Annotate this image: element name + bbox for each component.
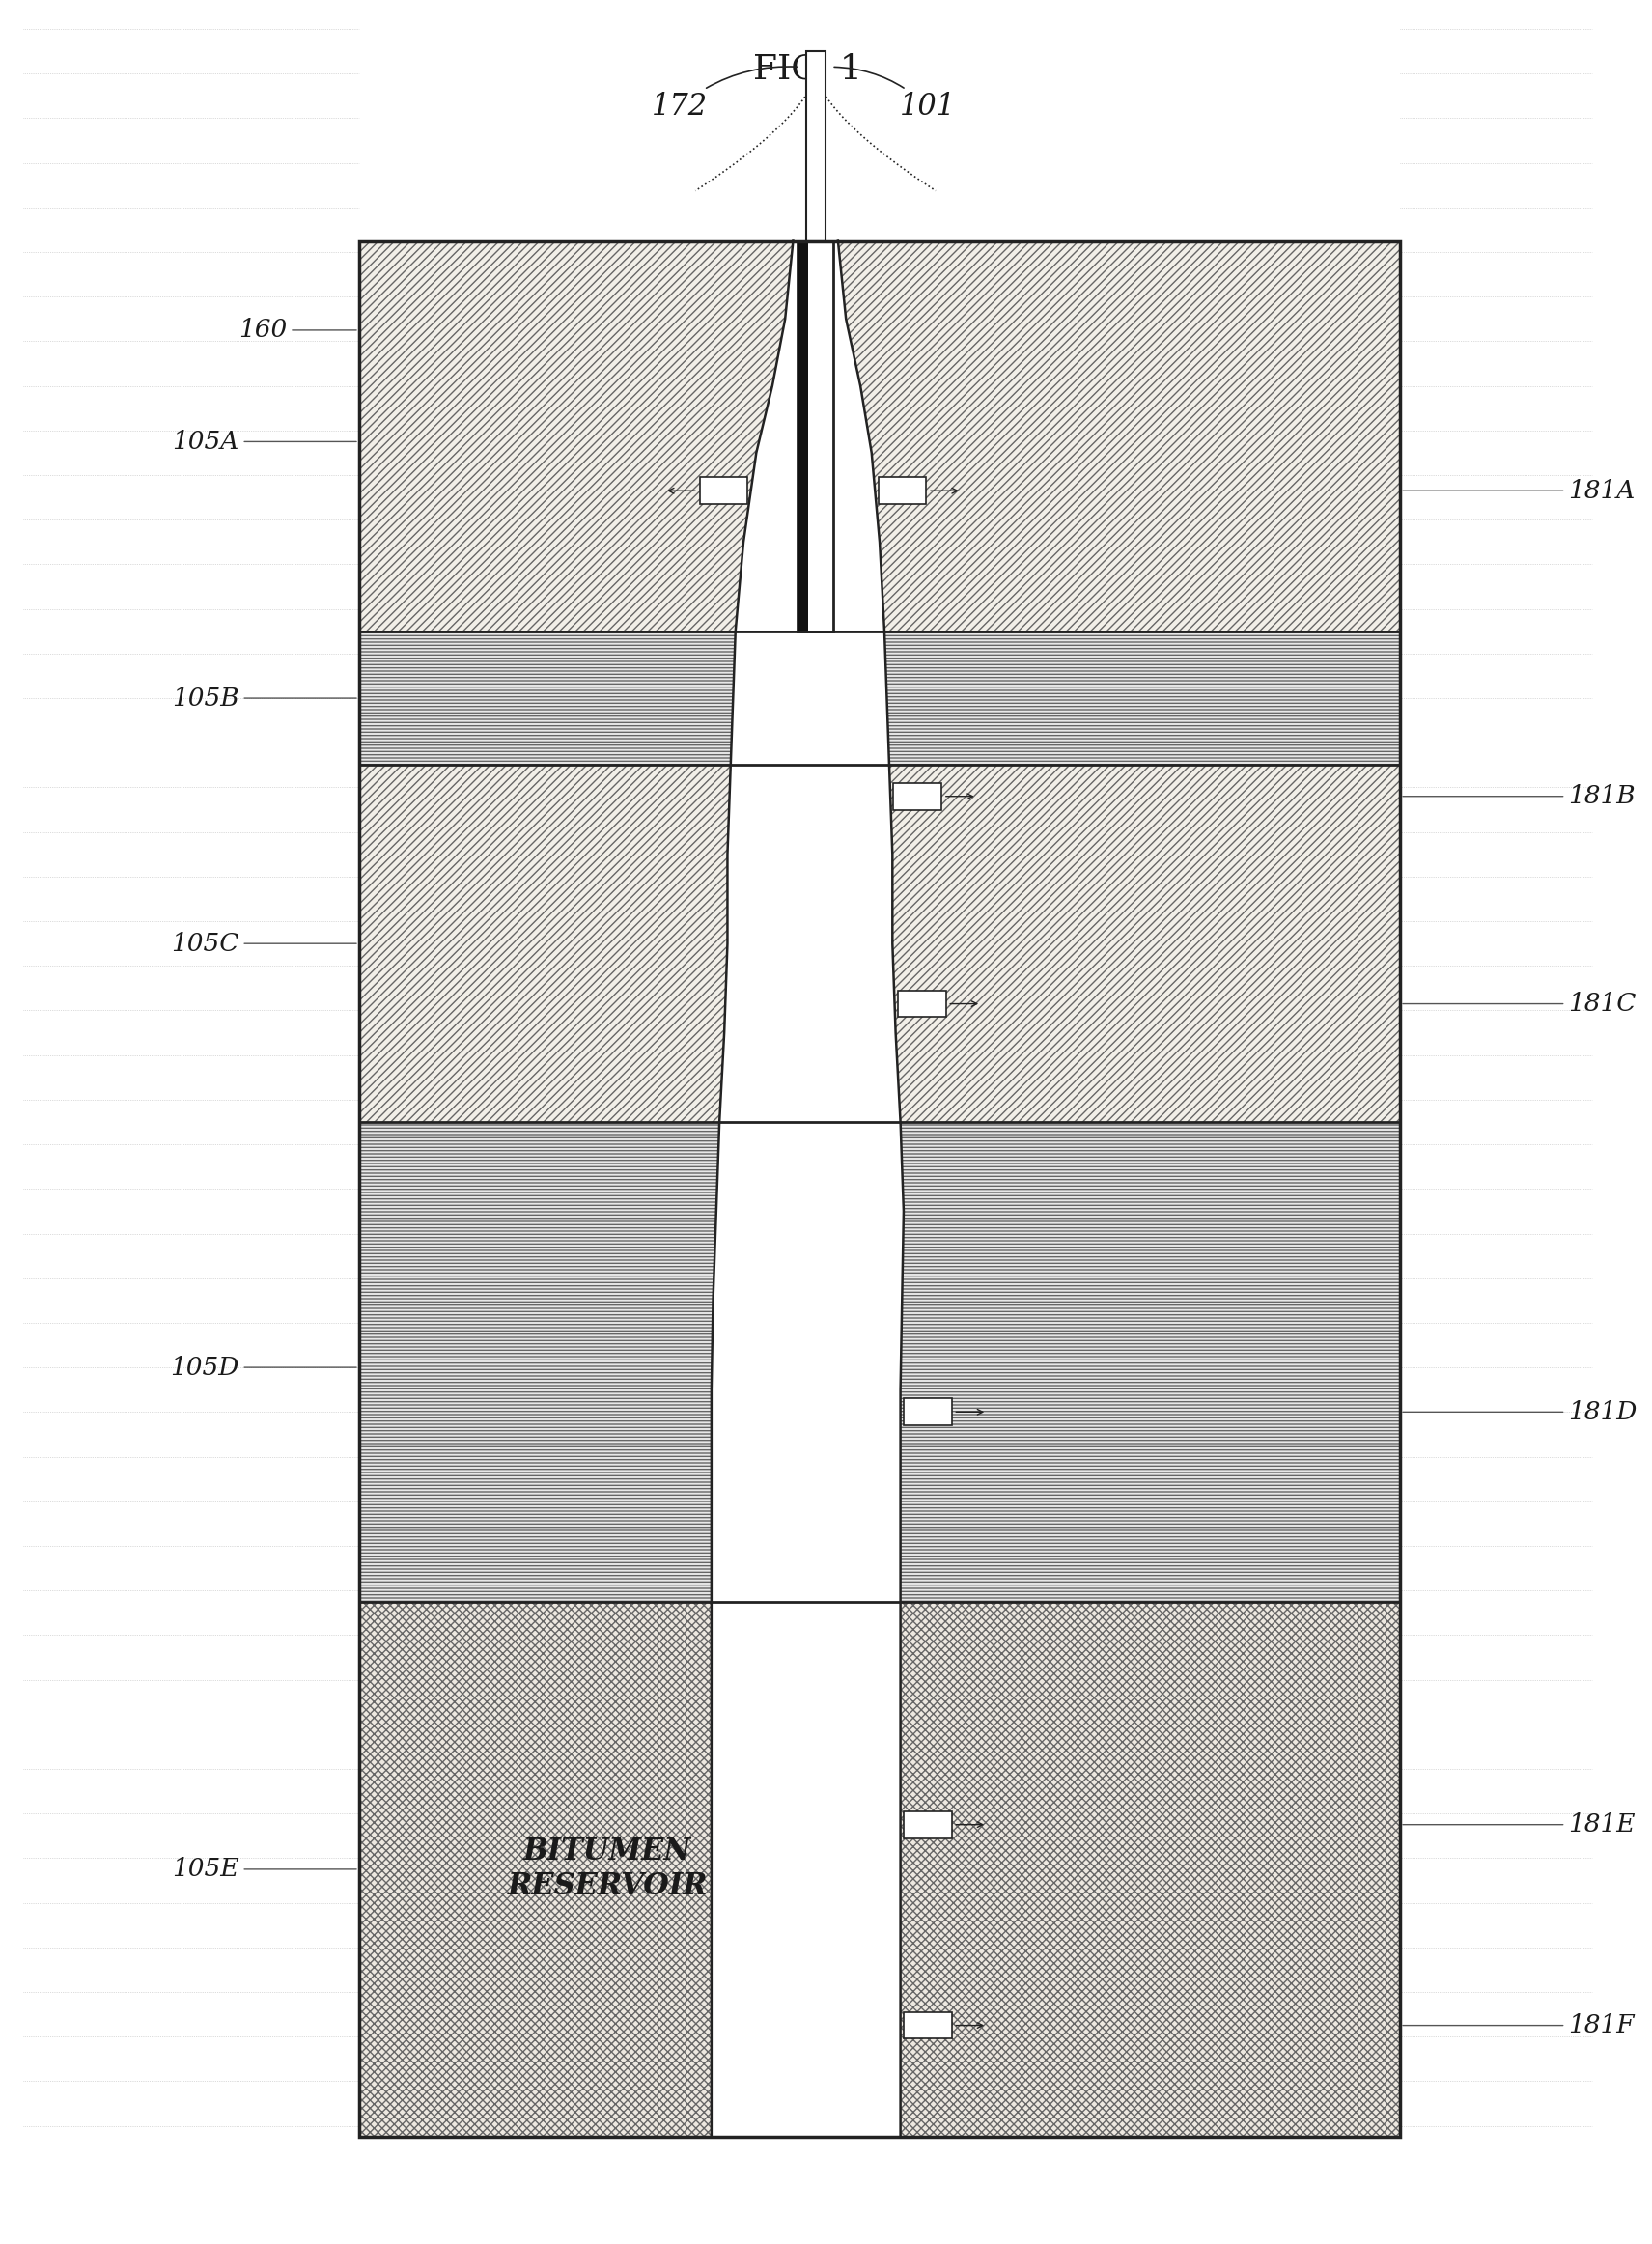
Bar xyxy=(798,240,833,631)
Bar xyxy=(904,1398,952,1425)
Bar xyxy=(904,1811,952,1838)
Text: 172: 172 xyxy=(651,67,796,121)
Bar xyxy=(358,240,1401,631)
Bar xyxy=(358,631,1401,765)
Text: 181C: 181C xyxy=(1403,992,1635,1017)
Text: FIG. 1: FIG. 1 xyxy=(753,54,862,85)
Bar xyxy=(358,1602,1401,2136)
Text: 105B: 105B xyxy=(172,687,357,711)
Bar xyxy=(894,783,942,810)
Text: 181B: 181B xyxy=(1403,783,1635,808)
Text: 181F: 181F xyxy=(1403,2013,1634,2038)
Bar xyxy=(358,765,1401,1122)
Bar xyxy=(358,1122,1401,1602)
Bar xyxy=(358,765,1401,1122)
Text: 160: 160 xyxy=(238,319,357,343)
Bar xyxy=(897,990,947,1017)
Text: BITUMEN
RESERVOIR: BITUMEN RESERVOIR xyxy=(507,1838,707,1901)
Bar xyxy=(358,240,1401,631)
Bar xyxy=(358,1122,1401,1602)
Text: 105E: 105E xyxy=(172,1858,357,1880)
Text: 181A: 181A xyxy=(1403,478,1635,503)
Text: 181D: 181D xyxy=(1403,1400,1637,1425)
Bar xyxy=(358,631,1401,765)
Bar xyxy=(358,240,1401,2136)
Bar xyxy=(798,240,808,631)
Bar xyxy=(806,52,824,240)
Bar xyxy=(904,2013,952,2040)
Text: 105A: 105A xyxy=(172,429,357,453)
Bar xyxy=(358,1602,1401,2136)
Text: 105C: 105C xyxy=(172,931,357,956)
Text: 105D: 105D xyxy=(170,1355,357,1380)
Text: 181E: 181E xyxy=(1403,1813,1635,1836)
Text: 101: 101 xyxy=(834,67,957,121)
Polygon shape xyxy=(712,240,904,2136)
Bar xyxy=(699,478,748,505)
Bar xyxy=(879,478,927,505)
